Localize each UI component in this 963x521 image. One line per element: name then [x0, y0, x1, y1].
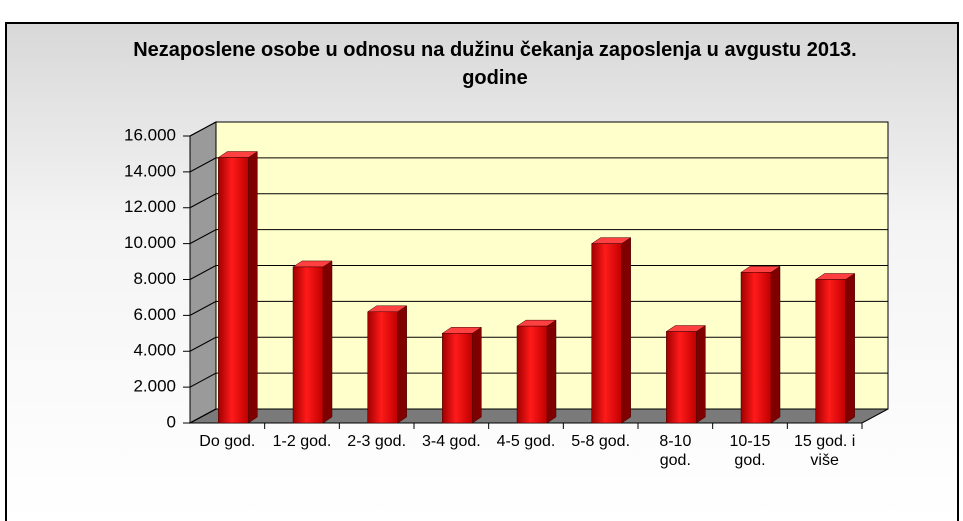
y-tick-label: 0 [167, 412, 176, 431]
x-tick-label: 5-8 god. [571, 433, 631, 450]
x-tick-label: 3-4 god. [421, 433, 481, 450]
y-tick-label: 16.000 [124, 125, 176, 144]
bar [292, 266, 324, 424]
chart-title: Nezaposlene osobe u odnosu na dužinu ček… [133, 39, 857, 89]
bar [218, 157, 249, 424]
y-tick-label: 14.000 [124, 161, 176, 180]
x-tick-label: 1-2 god. [272, 433, 332, 450]
bar-side [322, 260, 333, 424]
grid-line [189, 121, 217, 137]
grid-line [189, 300, 217, 316]
y-tick-label: 6.000 [133, 305, 176, 324]
bar [591, 243, 622, 424]
grid-line [189, 408, 217, 424]
x-tick-label: 8-10 god. [659, 433, 692, 469]
x-tick-label: 4-5 god. [496, 433, 556, 450]
bar-side [621, 237, 631, 424]
bar [442, 333, 473, 424]
bar [516, 325, 548, 424]
x-tick-label: 10-15 god. [729, 433, 771, 469]
bar-side [472, 326, 482, 424]
grid-line [189, 229, 217, 245]
x-tick-label: Do god. [199, 433, 256, 450]
grid-line [189, 372, 217, 388]
bar-side [696, 325, 706, 424]
y-tick-label: 2.000 [133, 377, 176, 396]
grid-line [189, 336, 217, 352]
y-tick-label: 12.000 [124, 197, 176, 216]
y-tick-label: 4.000 [133, 341, 176, 360]
grid-line [189, 265, 217, 280]
bar-side [845, 273, 855, 424]
x-tick-label: 15 god. i više [793, 433, 856, 469]
bar [815, 279, 846, 424]
bar [367, 311, 398, 424]
y-tick-label: 8.000 [133, 269, 176, 288]
bar-side [397, 305, 407, 424]
grid-line [189, 157, 217, 173]
bar-side [546, 319, 557, 424]
bar-side [770, 265, 781, 424]
y-tick-label: 10.000 [124, 233, 176, 252]
bar [740, 272, 772, 424]
grid-line [189, 193, 217, 209]
x-tick-label: 2-3 god. [347, 433, 407, 450]
bar-side [248, 151, 258, 424]
bar [666, 331, 697, 424]
